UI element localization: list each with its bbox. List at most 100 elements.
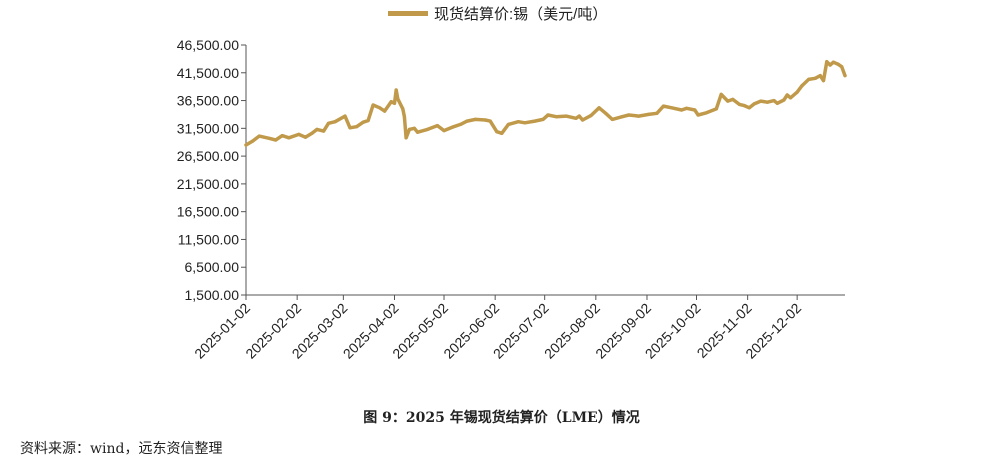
data-point <box>310 131 314 135</box>
data-point <box>425 127 430 131</box>
chart-legend: 现货结算价:锡（美元/吨） <box>388 3 607 24</box>
data-point <box>714 107 718 111</box>
data-point <box>500 131 504 135</box>
data-point <box>637 114 641 118</box>
data-point <box>280 134 284 138</box>
data-point <box>378 106 382 110</box>
data-point <box>836 62 841 66</box>
data-point <box>818 74 822 78</box>
data-point <box>680 108 684 112</box>
data-point <box>371 103 375 107</box>
data-point <box>416 130 420 134</box>
data-point <box>742 104 746 108</box>
legend-swatch <box>388 11 428 16</box>
y-tick-label: 1,500.00 <box>185 287 240 303</box>
data-point <box>315 127 319 131</box>
data-point <box>696 113 700 117</box>
data-point <box>287 136 291 140</box>
data-point <box>747 106 751 110</box>
data-point <box>821 79 826 83</box>
data-point <box>244 143 248 147</box>
data-point <box>731 97 735 101</box>
data-point <box>473 117 477 121</box>
data-point <box>274 138 278 142</box>
data-point <box>813 76 817 80</box>
data-point <box>442 129 446 133</box>
data-point <box>655 111 659 115</box>
data-point <box>303 135 307 139</box>
data-point <box>840 65 844 69</box>
series-group <box>244 59 847 147</box>
data-point <box>394 88 398 92</box>
data-point <box>752 102 756 106</box>
data-point <box>533 119 537 123</box>
data-point <box>348 126 352 130</box>
y-tick-label: 31,500.00 <box>177 120 239 136</box>
data-point <box>541 117 545 121</box>
data-point <box>546 113 550 117</box>
data-point <box>775 101 779 105</box>
figure-caption: 图 9：2025 年锡现货结算价（LME）情况 <box>363 410 640 426</box>
data-point <box>765 100 770 104</box>
data-point <box>620 115 624 119</box>
y-tick-label: 36,500.00 <box>177 93 239 109</box>
data-point <box>800 84 804 88</box>
data-point <box>610 117 614 121</box>
data-point <box>554 115 558 119</box>
data-point <box>267 136 271 140</box>
data-point <box>670 106 674 110</box>
data-point <box>407 127 411 131</box>
data-point <box>495 130 499 134</box>
data-point <box>772 99 776 103</box>
data-point <box>574 116 578 120</box>
data-point <box>355 125 359 129</box>
y-tick-label: 46,500.00 <box>177 37 239 53</box>
y-tick-label: 41,500.00 <box>177 65 239 81</box>
data-point <box>450 125 454 129</box>
data-point <box>564 114 568 118</box>
line-chart: 46,500.00 41,500.00 36,500.00 31,500.00 26,5… <box>177 37 847 362</box>
data-point <box>788 96 793 100</box>
data-point <box>523 121 527 125</box>
data-point <box>782 98 786 102</box>
data-point <box>404 136 408 140</box>
data-point <box>506 122 510 126</box>
data-point <box>343 114 347 118</box>
data-point <box>516 120 520 124</box>
data-point <box>693 108 697 112</box>
y-tick-label: 16,500.00 <box>177 204 239 220</box>
data-point <box>589 114 593 118</box>
source-note: 资料来源：wind，远东资信整理 <box>20 441 223 457</box>
data-point <box>785 93 789 97</box>
data-point <box>435 124 439 128</box>
data-point <box>488 119 492 123</box>
y-axis: 46,500.00 41,500.00 36,500.00 31,500.00 26,5… <box>177 37 247 303</box>
data-point <box>389 100 393 104</box>
data-point <box>704 111 709 115</box>
data-point <box>465 119 469 123</box>
data-point <box>483 118 487 122</box>
data-point <box>597 106 601 110</box>
data-point <box>577 114 581 118</box>
data-point <box>366 119 370 123</box>
legend-label: 现货结算价:锡（美元/吨） <box>434 6 608 23</box>
data-point <box>828 63 832 67</box>
data-point <box>647 112 651 116</box>
data-point <box>392 101 397 105</box>
data-point <box>661 104 666 108</box>
data-point <box>795 90 799 94</box>
data-point <box>831 60 836 64</box>
x-axis: 2025-01-022025-02-022025-03-022025-04-02… <box>191 294 845 362</box>
data-point <box>257 134 261 138</box>
data-point <box>402 115 406 119</box>
data-point <box>627 113 631 117</box>
data-point <box>396 97 400 101</box>
data-point <box>251 139 255 143</box>
data-point <box>726 99 730 103</box>
data-point <box>401 107 405 111</box>
data-point <box>685 106 689 110</box>
data-point <box>361 120 365 124</box>
data-point <box>458 122 463 126</box>
data-point <box>581 118 585 122</box>
data-point <box>333 120 337 124</box>
